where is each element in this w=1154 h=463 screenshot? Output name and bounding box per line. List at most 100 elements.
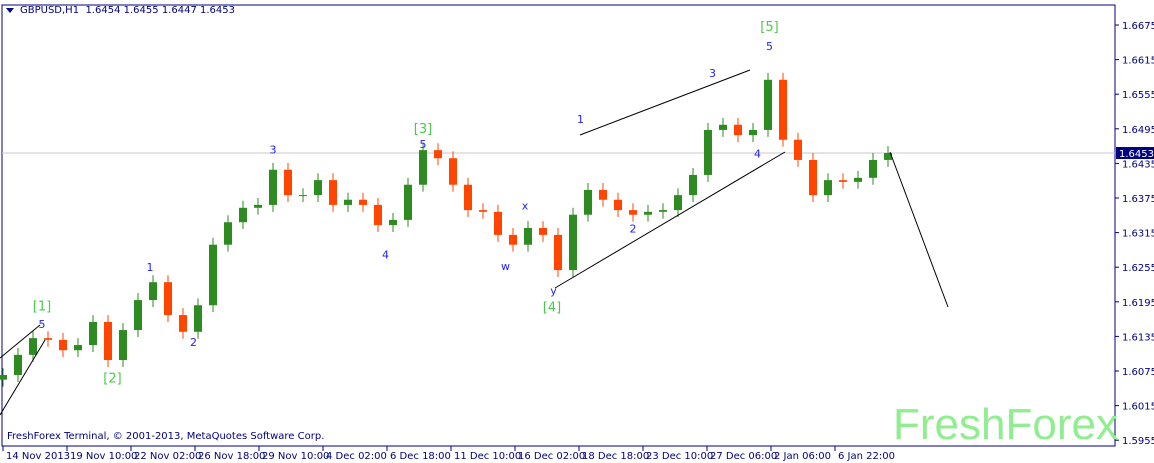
candle-body [434, 150, 442, 159]
candle-body [449, 158, 457, 185]
candle-body [794, 139, 802, 160]
candle-body [704, 129, 712, 175]
y-tick-label: 1.6615 [1122, 56, 1154, 67]
candle-body [44, 338, 52, 340]
trend-line [579, 69, 751, 136]
candle-body [689, 174, 697, 196]
trend-line [554, 151, 786, 289]
y-tick-label: 1.5955 [1122, 436, 1154, 447]
y-tick-label: 1.6255 [1122, 263, 1154, 274]
wave-label: [5] [760, 20, 778, 35]
wave-label: 2 [630, 223, 637, 236]
candle-body [389, 219, 397, 226]
candle-body [674, 195, 682, 211]
x-tick-label: 23 Dec 10:00 [646, 451, 713, 462]
wave-label: y [550, 284, 557, 297]
x-tick-label: 2 Jan 06:00 [774, 451, 831, 462]
wave-label: [4] [543, 301, 561, 316]
candle-body [59, 339, 67, 351]
candle-body [464, 184, 472, 211]
candle-body [824, 180, 832, 196]
candle-body [509, 234, 517, 245]
y-tick-label: 1.6495 [1122, 125, 1154, 136]
candle-body [149, 282, 157, 301]
candle-body [284, 169, 292, 196]
candle-body [224, 222, 232, 245]
x-tick-label: 27 Dec 06:00 [710, 451, 777, 462]
y-tick-label: 1.6015 [1122, 402, 1154, 413]
low-value: 1.6447 [161, 5, 197, 16]
y-tick-label: 1.6675 [1122, 21, 1154, 32]
wave-label: 5 [420, 138, 427, 151]
y-tick-label: 1.6435 [1122, 159, 1154, 170]
candle-body [479, 210, 487, 212]
close-value: 1.6453 [200, 5, 235, 16]
candle-body [119, 330, 127, 361]
candle-body [374, 204, 382, 226]
wave-label: [2] [103, 372, 121, 387]
x-tick-label: 22 Nov 02:00 [134, 451, 201, 462]
x-tick-label: 19 Nov 10:00 [70, 451, 137, 462]
y-tick-label: 1.6195 [1122, 298, 1154, 309]
watermark-logo: FreshForex [893, 400, 1118, 449]
candle-body [89, 321, 97, 346]
wave-label: 3 [270, 144, 277, 157]
current-price-label: 1.6453 [1119, 149, 1154, 160]
wave-label: x [522, 200, 529, 213]
candle-body [779, 79, 787, 140]
candle-body [104, 321, 112, 361]
candle-body [659, 210, 667, 212]
dropdown-triangle-icon[interactable] [6, 7, 14, 13]
y-tick-label: 1.6075 [1122, 367, 1154, 378]
candle-body [614, 199, 622, 211]
candle-body [419, 150, 427, 185]
copyright-text: FreshForex Terminal, © 2001-2013, MetaQu… [7, 431, 325, 442]
candle-body [854, 177, 862, 182]
wave-label: 5 [39, 318, 46, 331]
candle-body [839, 180, 847, 182]
trend-line [889, 151, 949, 308]
x-tick-label: 18 Dec 18:00 [582, 451, 649, 462]
trend-line [0, 324, 41, 359]
y-tick-label: 1.6315 [1122, 229, 1154, 240]
candle-body [239, 207, 247, 223]
candle-body [569, 214, 577, 271]
open-value: 1.6454 [85, 5, 121, 16]
candle-body [329, 180, 337, 205]
current-price-badge [1116, 147, 1154, 160]
candle-body [314, 180, 322, 196]
candle-body [749, 129, 757, 136]
wave-label: [3] [414, 122, 432, 137]
candle-body [179, 315, 187, 332]
plot-frame [1, 4, 1116, 447]
candle-body [194, 305, 202, 332]
candle-body [0, 375, 7, 380]
candle-body [629, 210, 637, 215]
y-tick-label: 1.6135 [1122, 332, 1154, 343]
candle-body [164, 282, 172, 316]
candle-body [599, 189, 607, 200]
wave-label: 2 [190, 336, 197, 349]
candle-body [209, 244, 217, 306]
candle-body [719, 124, 727, 130]
x-tick-label: 6 Dec 18:00 [390, 451, 451, 462]
candle-body [29, 338, 37, 355]
candle-body [14, 354, 22, 376]
x-tick-label: 11 Dec 10:00 [454, 451, 521, 462]
candle-body [494, 211, 502, 235]
candle-body [134, 300, 142, 331]
x-tick-label: 26 Nov 18:00 [198, 451, 265, 462]
wave-label: [1] [33, 299, 51, 314]
candle-body [554, 234, 562, 271]
wave-label: 1 [147, 261, 154, 274]
chart-header: GBPUSD,H1 1.6454 1.6455 1.6447 1.6453 [6, 5, 235, 16]
candle-body [869, 159, 877, 178]
x-tick-label: 29 Nov 10:00 [262, 451, 329, 462]
candle-body [299, 195, 307, 197]
x-tick-label: 6 Jan 22:00 [838, 451, 895, 462]
symbol-label: GBPUSD,H1 [20, 5, 80, 16]
candle-body [809, 159, 817, 196]
y-tick-label: 1.6375 [1122, 194, 1154, 205]
